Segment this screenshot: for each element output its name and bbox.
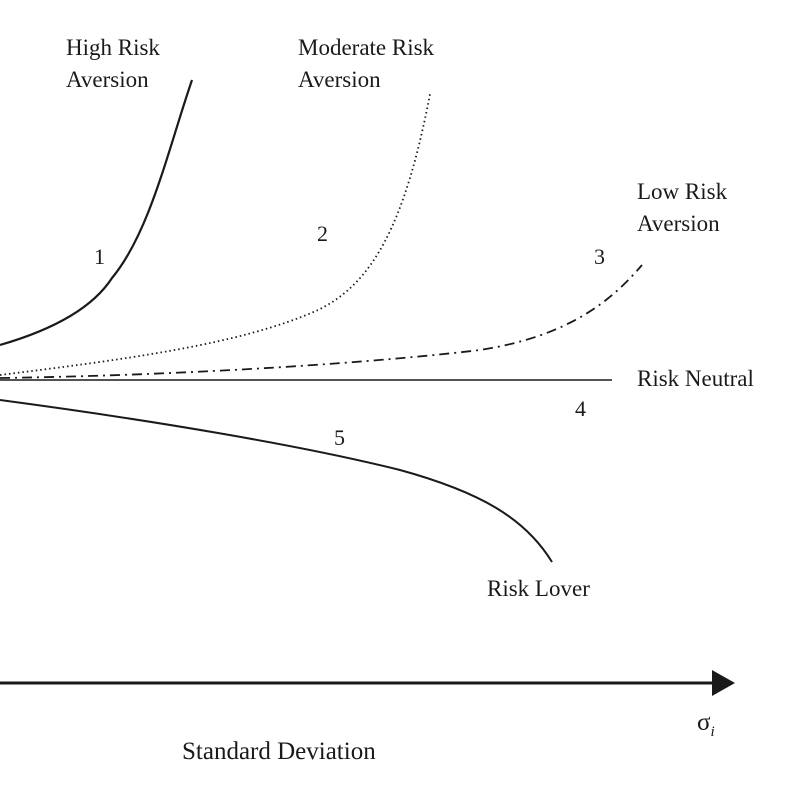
curve-3-low-risk-aversion [0,264,643,379]
curve-number-2: 2 [317,221,328,246]
curve-2-moderate-risk-aversion [0,93,431,376]
curve-5-risk-lover [0,399,553,563]
x-axis-arrowhead [712,670,735,696]
x-axis-title: Standard Deviation [182,738,376,765]
label-moderate-risk-line1: Moderate Risk [298,35,435,60]
label-moderate-risk-line2: Aversion [298,67,381,92]
label-high-risk-line1: High Risk [66,35,160,60]
x-axis-symbol: σi [697,709,715,740]
label-risk-lover: Risk Lover [487,576,590,601]
curve-number-4: 4 [575,396,586,421]
label-low-risk-line2: Aversion [637,211,720,236]
label-low-risk-line1: Low Risk [637,179,728,204]
label-risk-neutral: Risk Neutral [637,366,754,391]
label-high-risk-line2: Aversion [66,67,149,92]
curve-number-5: 5 [334,425,345,450]
curve-number-3: 3 [594,244,605,269]
curve-number-1: 1 [94,244,105,269]
curve-1-high-risk-aversion [0,79,194,347]
